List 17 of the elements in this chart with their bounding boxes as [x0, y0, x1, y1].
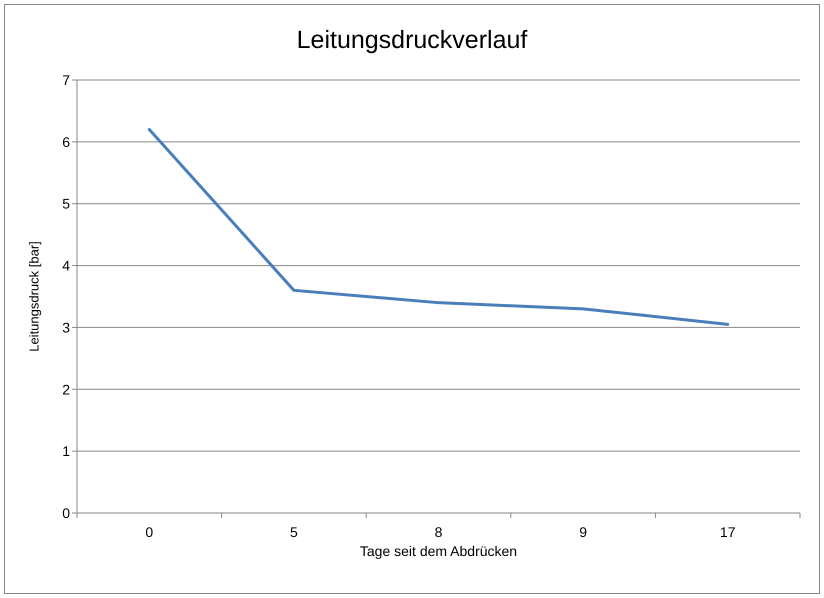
line-series	[148, 128, 730, 326]
y-tick-label: 2	[62, 381, 70, 398]
y-tick-label: 1	[62, 443, 70, 460]
y-axis-title: Leitungsdruck [bar]	[26, 241, 42, 352]
y-tick-label: 4	[62, 258, 70, 274]
x-tick-label: 8	[434, 524, 443, 540]
chart-title: Leitungsdruckverlauf	[296, 26, 528, 55]
x-tick-label: 17	[720, 524, 736, 540]
y-tick-label: 5	[62, 196, 70, 212]
x-tick-label: 5	[290, 524, 298, 540]
x-tick-label: 0	[145, 524, 154, 540]
y-tick-label: 3	[62, 319, 70, 336]
y-tick-label: 0	[62, 504, 70, 521]
x-tick-label: 9	[579, 524, 588, 540]
x-axis-title: Tage seit dem Abdrücken	[360, 543, 518, 559]
y-tick-label: 7	[62, 72, 70, 88]
y-tick-label: 6	[62, 134, 70, 150]
